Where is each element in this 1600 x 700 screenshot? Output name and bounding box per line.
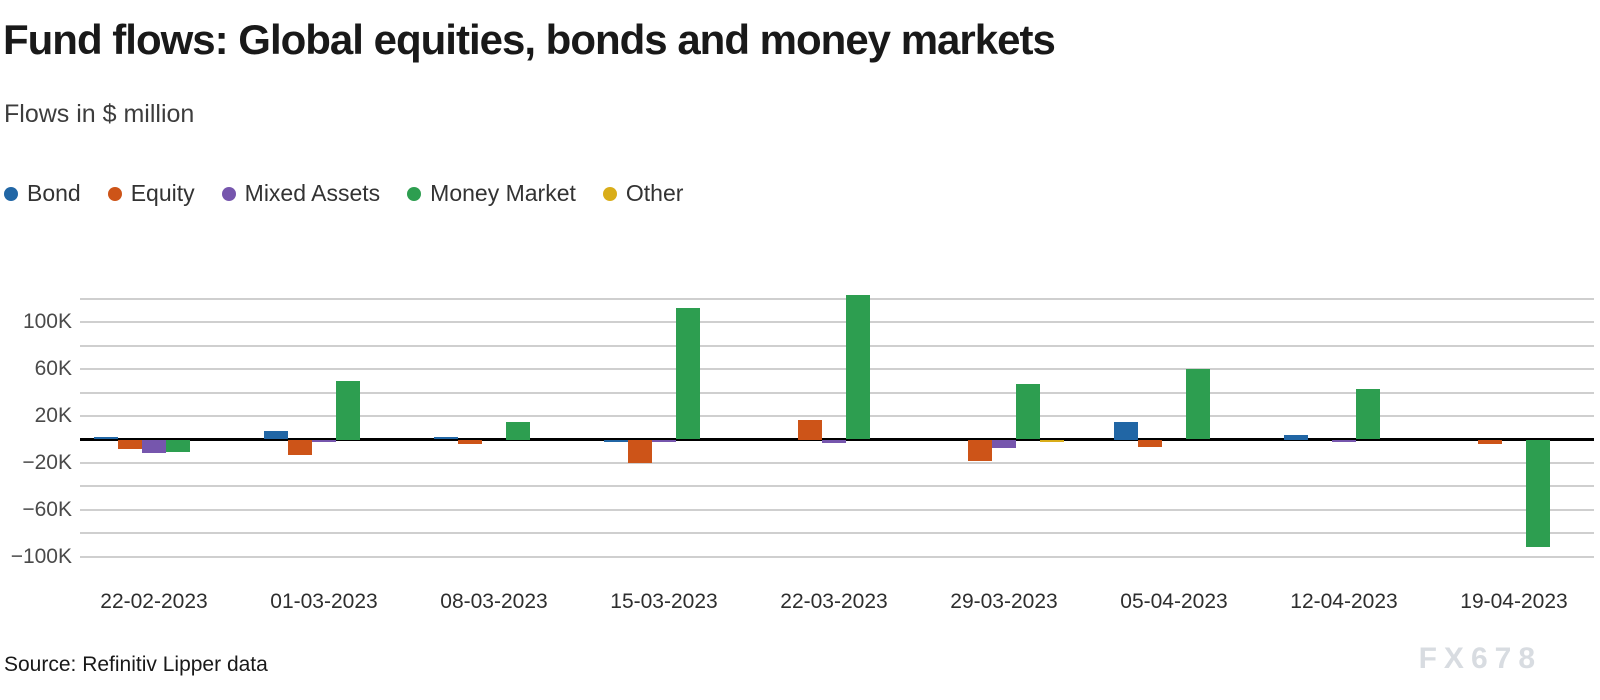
y-tick-label: 20K xyxy=(34,404,72,427)
bar-equity-15-03-2023 xyxy=(628,440,652,463)
x-axis-label: 22-03-2023 xyxy=(780,590,888,613)
gridline xyxy=(80,509,1594,511)
bar-equity-29-03-2023 xyxy=(968,440,992,461)
chart-subtitle: Flows in $ million xyxy=(4,100,195,128)
legend-label: Bond xyxy=(27,180,81,206)
bar-other-29-03-2023 xyxy=(1040,440,1064,442)
gridline xyxy=(80,556,1594,558)
bar-money-market-12-04-2023 xyxy=(1356,389,1380,439)
legend-item-equity: Equity xyxy=(107,180,195,207)
bar-mixed-assets-15-03-2023 xyxy=(652,440,676,442)
bar-mixed-assets-22-02-2023 xyxy=(142,440,166,453)
bar-mixed-assets-22-03-2023 xyxy=(822,440,846,443)
gridline xyxy=(80,298,1594,300)
zero-axis-line xyxy=(80,438,1594,441)
bar-equity-05-04-2023 xyxy=(1138,440,1162,447)
chart-legend: Bond Equity Mixed Assets Money Market Other xyxy=(4,180,683,207)
x-axis-label: 29-03-2023 xyxy=(950,590,1058,613)
bar-bond-08-03-2023 xyxy=(434,437,458,439)
x-axis-label: 19-04-2023 xyxy=(1460,590,1568,613)
legend-label: Equity xyxy=(130,180,195,206)
bar-money-market-22-03-2023 xyxy=(846,295,870,439)
watermark: FX678 xyxy=(1418,642,1542,675)
bar-money-market-19-04-2023 xyxy=(1526,440,1550,547)
legend-item-other: Other xyxy=(602,180,684,207)
y-tick-label: −60K xyxy=(22,498,72,521)
gridline xyxy=(80,415,1594,417)
gridline xyxy=(80,532,1594,534)
x-axis-label: 01-03-2023 xyxy=(270,590,378,613)
gridline xyxy=(80,485,1594,487)
bar-bond-01-03-2023 xyxy=(264,431,288,439)
legend-item-bond: Bond xyxy=(4,180,81,207)
y-tick-label: −100K xyxy=(10,545,72,568)
x-axis-label: 15-03-2023 xyxy=(610,590,718,613)
legend-dot-icon xyxy=(221,186,236,201)
legend-dot-icon xyxy=(407,186,422,201)
legend-dot-icon xyxy=(4,186,18,201)
gridline xyxy=(80,392,1594,394)
bar-bond-05-04-2023 xyxy=(1114,422,1138,440)
bar-equity-01-03-2023 xyxy=(288,440,312,455)
bar-equity-22-03-2023 xyxy=(798,420,822,440)
bar-money-market-01-03-2023 xyxy=(336,381,360,440)
gridline xyxy=(80,321,1594,323)
page-title: Fund flows: Global equities, bonds and m… xyxy=(3,16,1056,63)
bar-bond-12-04-2023 xyxy=(1284,435,1308,440)
legend-label: Other xyxy=(625,180,684,206)
legend-dot-icon xyxy=(107,186,122,201)
bar-money-market-15-03-2023 xyxy=(676,308,700,439)
x-axis-label: 05-04-2023 xyxy=(1120,590,1228,613)
legend-item-mixed-assets: Mixed Assets xyxy=(221,180,381,207)
bar-money-market-29-03-2023 xyxy=(1016,384,1040,439)
legend-label: Mixed Assets xyxy=(244,180,381,206)
bar-money-market-05-04-2023 xyxy=(1186,369,1210,439)
gridline xyxy=(80,345,1594,347)
x-axis-label: 22-02-2023 xyxy=(100,590,208,613)
bar-money-market-08-03-2023 xyxy=(506,422,530,440)
y-tick-label: −20K xyxy=(22,451,72,474)
gridline xyxy=(80,462,1594,464)
bar-bond-22-02-2023 xyxy=(94,437,118,439)
legend-label: Money Market xyxy=(430,180,576,206)
y-tick-label: 60K xyxy=(34,357,72,380)
bar-mixed-assets-12-04-2023 xyxy=(1332,440,1356,442)
x-axis-label: 12-04-2023 xyxy=(1290,590,1398,613)
bar-bond-15-03-2023 xyxy=(604,440,628,442)
bar-money-market-22-02-2023 xyxy=(166,440,190,452)
y-tick-label: 100K xyxy=(22,310,72,333)
bar-mixed-assets-01-03-2023 xyxy=(312,440,336,442)
bar-equity-19-04-2023 xyxy=(1478,440,1502,444)
bar-equity-22-02-2023 xyxy=(118,440,142,449)
bar-mixed-assets-29-03-2023 xyxy=(992,440,1016,448)
x-axis-label: 08-03-2023 xyxy=(440,590,548,613)
bar-equity-08-03-2023 xyxy=(458,440,482,444)
legend-item-money-market: Money Market xyxy=(407,180,576,207)
gridline xyxy=(80,368,1594,370)
legend-dot-icon xyxy=(602,186,617,201)
source-note: Source: Refinitiv Lipper data xyxy=(4,653,268,676)
